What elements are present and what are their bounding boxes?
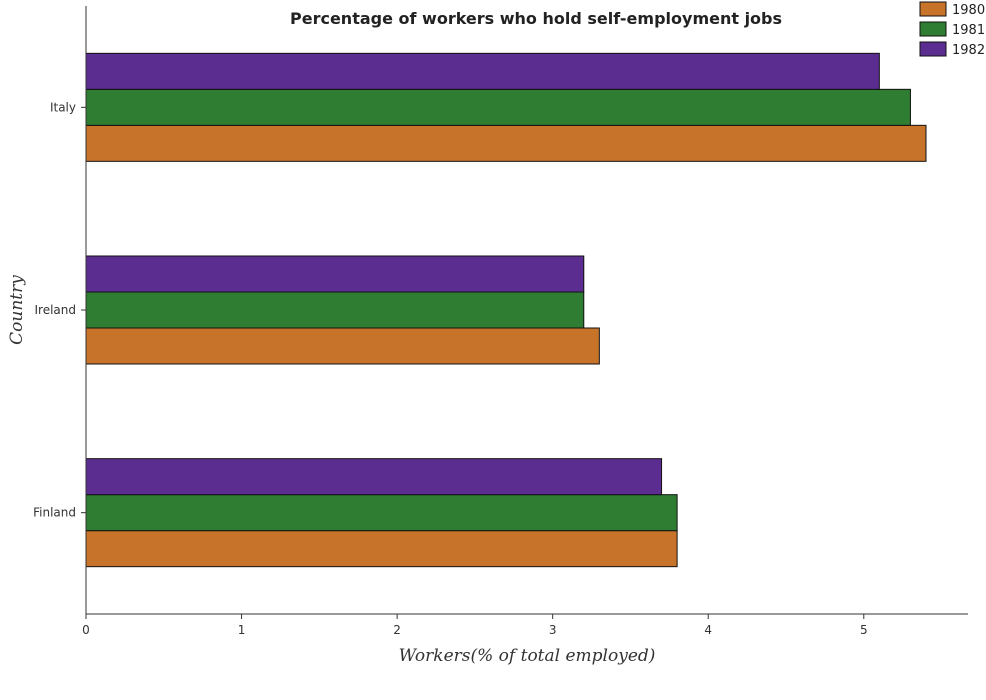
x-tick-label: 5 (860, 623, 868, 637)
bar-italy-1980 (85, 124, 927, 162)
bar-finland-1981 (85, 494, 678, 532)
x-axis: 0 1 2 3 4 5 (82, 613, 968, 637)
legend-label-1980: 1980 (952, 3, 985, 18)
x-tick-label: 4 (704, 623, 712, 637)
bar-finland-1980 (85, 530, 678, 568)
legend-swatch-1982 (919, 41, 947, 57)
y-axis: Finland Ireland Italy (33, 6, 87, 614)
legend-label-1982: 1982 (952, 43, 985, 58)
bar-italy-1981 (85, 88, 911, 126)
y-axis-label: Country (7, 275, 27, 345)
legend-swatch-1981 (919, 21, 947, 37)
x-axis-label: Workers(% of total employed) (399, 646, 656, 666)
x-tick-label: 2 (393, 623, 401, 637)
x-tick-label: 1 (238, 623, 246, 637)
y-tick-label: Finland (33, 506, 76, 520)
bar-ireland-1982 (85, 255, 585, 293)
bar-ireland-1981 (85, 291, 585, 329)
legend: 1980 1981 1982 (919, 1, 985, 58)
y-tick-label: Ireland (34, 303, 76, 317)
bar-finland-1982 (85, 458, 663, 496)
x-tick-label: 3 (549, 623, 557, 637)
legend-label-1981: 1981 (952, 23, 985, 38)
bar-ireland-1980 (85, 327, 600, 365)
plot-area (85, 52, 927, 568)
x-tick-label: 0 (82, 623, 90, 637)
bar-italy-1982 (85, 52, 880, 90)
chart-title: Percentage of workers who hold self-empl… (290, 9, 782, 28)
y-tick-label: Italy (50, 100, 76, 114)
legend-swatch-1980 (919, 1, 947, 17)
